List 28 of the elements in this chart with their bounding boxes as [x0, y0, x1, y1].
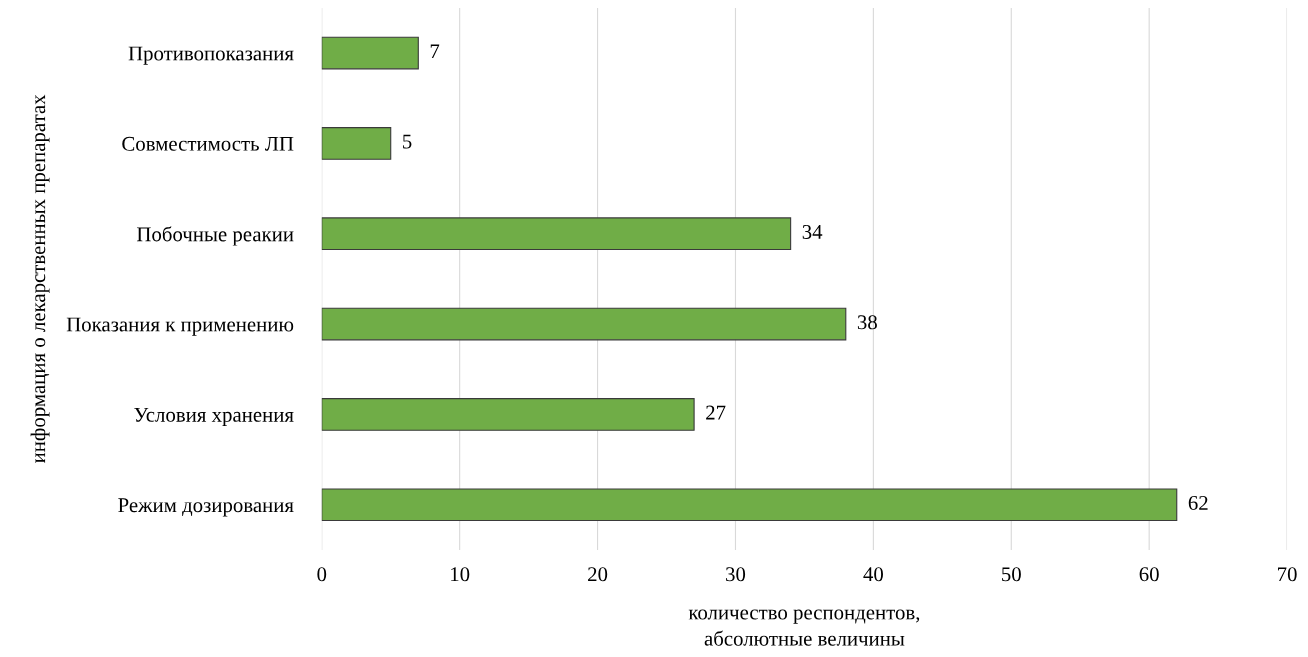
bar — [321, 217, 792, 251]
bar — [321, 127, 392, 160]
y-tick-label: Побочные реакии — [136, 226, 294, 246]
y-tick-label: Показания к применению — [66, 317, 294, 336]
y-tick-label: Условия хранения — [134, 407, 294, 427]
x-tick-label: 70 — [1278, 567, 1297, 582]
data-label: 7 — [430, 44, 440, 59]
y-axis-title: информация о лекарственных препаратах — [30, 94, 50, 464]
data-label: 34 — [802, 224, 823, 239]
x-tick-label: 40 — [863, 567, 883, 582]
y-tick-label: Совместимость ЛП — [122, 136, 294, 151]
x-tick-label: 20 — [588, 567, 608, 582]
y-tick-label: Режим дозирования — [118, 498, 294, 517]
data-label: 62 — [1188, 495, 1208, 510]
x-tick-label: 50 — [1002, 567, 1021, 582]
bar — [321, 307, 847, 341]
x-tick-label: 0 — [317, 567, 327, 582]
bar — [321, 36, 419, 70]
x-tick-label: 30 — [726, 567, 746, 582]
x-tick-label: 10 — [451, 567, 470, 582]
bar — [321, 398, 695, 431]
data-label: 5 — [403, 134, 412, 149]
y-tick-label: Противопоказания — [128, 46, 294, 65]
x-tick-label: 60 — [1139, 567, 1159, 582]
data-label: 27 — [706, 405, 726, 420]
data-label: 38 — [857, 315, 877, 330]
x-axis-title: количество респондентов, абсолютные величины — [688, 609, 920, 646]
bar — [321, 488, 1178, 522]
